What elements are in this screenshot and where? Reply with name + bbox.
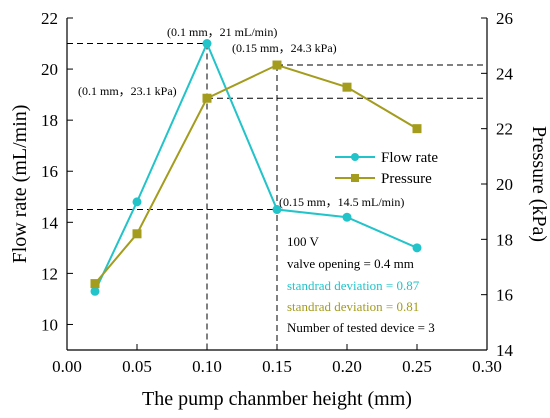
left-y-tick-label: 10 <box>41 315 58 334</box>
legend-pressure-marker <box>351 174 359 182</box>
x-tick-label: 0.00 <box>52 357 82 376</box>
info-sd-pressure: standrad deviation = 0.81 <box>287 299 419 314</box>
right-y-tick-label: 24 <box>496 64 514 83</box>
right-y-tick-label: 14 <box>496 341 514 360</box>
legend-flow-marker <box>351 153 359 161</box>
x-tick-label: 0.05 <box>122 357 152 376</box>
pressure-point <box>412 124 422 134</box>
annotation-peak-flow: (0.1 mm，21 mL/min) <box>167 25 277 39</box>
flow-rate-point <box>132 197 142 207</box>
pressure-point <box>272 60 282 70</box>
x-tick-label: 0.30 <box>472 357 502 376</box>
right-y-tick-label: 26 <box>496 9 513 28</box>
test-info: 100 V valve opening = 0.4 mm standrad de… <box>287 234 435 335</box>
pressure-point <box>342 82 352 92</box>
legend-flow-label: Flow rate <box>381 150 438 166</box>
pressure-point <box>132 229 142 239</box>
right-y-tick-label: 20 <box>496 175 513 194</box>
flow-rate-point <box>90 286 100 296</box>
flow-rate-series-line <box>94 41 418 292</box>
left-y-tick-label: 22 <box>41 9 58 28</box>
info-valve-opening: valve opening = 0.4 mm <box>287 256 414 271</box>
left-y-tick-label: 20 <box>41 60 58 79</box>
x-tick-label: 0.15 <box>262 357 292 376</box>
info-device-count: Number of tested device = 3 <box>287 320 435 335</box>
left-y-tick-label: 18 <box>41 111 58 130</box>
x-tick-label: 0.10 <box>192 357 222 376</box>
info-sd-flow: standrad deviation = 0.87 <box>287 278 420 293</box>
x-axis-title: The pump chanmber height (mm) <box>142 388 412 410</box>
left-y-tick-label: 14 <box>41 213 59 232</box>
left-y-tick-label: 16 <box>41 162 58 181</box>
ticks: 0.00 0.05 0.10 0.15 0.20 0.25 0.30 10 12 14 16 18 20… <box>41 9 514 376</box>
annotation-pressure-010: (0.1 mm，23.1 kPa) <box>78 84 177 98</box>
flow-rate-point <box>272 205 282 215</box>
right-y-tick-label: 18 <box>496 230 513 249</box>
flow-rate-point <box>342 212 352 222</box>
x-tick-label: 0.25 <box>402 357 432 376</box>
legend-pressure-label: Pressure <box>381 171 432 187</box>
x-tick-label: 0.20 <box>332 357 362 376</box>
pressure-point <box>202 93 212 103</box>
left-y-axis-title: Flow rate (mL/min) <box>9 105 31 264</box>
right-y-tick-label: 22 <box>496 120 513 139</box>
right-y-axis-title: Pressure (kPa) <box>528 126 550 242</box>
pressure-point <box>90 279 100 289</box>
annotation-flow-015: (0.15 mm，14.5 mL/min) <box>279 195 404 209</box>
annotation-peak-pressure: (0.15 mm，24.3 kPa) <box>232 41 337 55</box>
flow-rate-point <box>202 39 212 49</box>
left-y-tick-label: 12 <box>41 264 58 283</box>
series-layer <box>90 39 422 296</box>
info-voltage: 100 V <box>287 234 320 249</box>
pressure-series-line <box>94 63 418 285</box>
right-y-tick-label: 16 <box>496 286 513 305</box>
flow-rate-point <box>412 243 422 253</box>
legend: Flow rate Pressure <box>335 150 438 187</box>
